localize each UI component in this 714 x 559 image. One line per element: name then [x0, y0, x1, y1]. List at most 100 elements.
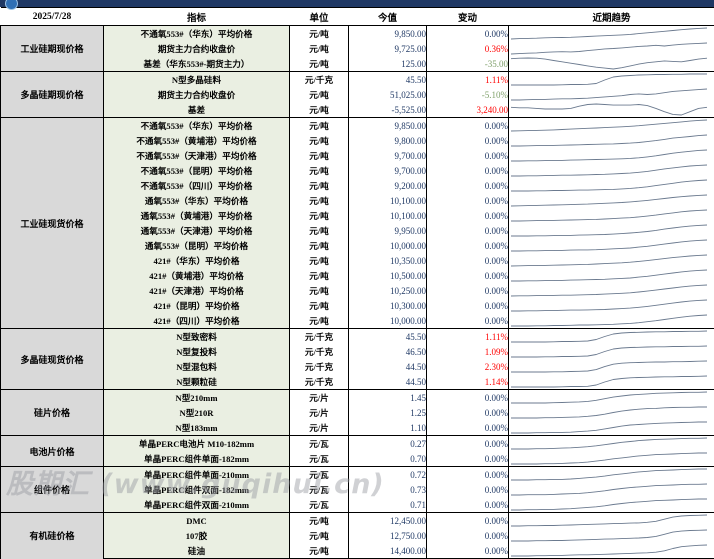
category-cell: 多晶硅现货价格 [1, 329, 104, 390]
header-indicator: 指标 [104, 8, 290, 26]
indicator-cell: N型210mm [104, 390, 290, 406]
table-body: 2025/7/28 指标 单位 今值 变动 近期趋势 工业硅期现价格不通氧553… [1, 8, 714, 559]
indicator-cell: 421#（昆明）平均价格 [104, 298, 290, 313]
value-cell: 9,700.00 [349, 148, 427, 163]
category-cell: 工业硅现货价格 [1, 118, 104, 329]
unit-cell: 元/吨 [290, 268, 349, 283]
change-cell: -5.10% [427, 87, 509, 102]
unit-cell: 元/瓦 [290, 451, 349, 467]
indicator-cell: 不通氧553#（华东）平均价格 [104, 26, 290, 42]
trend-sparkline [509, 390, 714, 406]
trend-sparkline [509, 148, 714, 163]
unit-cell: 元/片 [290, 390, 349, 406]
unit-cell: 元/瓦 [290, 497, 349, 513]
indicator-cell: 单晶PERC组件单面-210mm [104, 467, 290, 483]
trend-sparkline [509, 193, 714, 208]
unit-cell: 元/吨 [290, 223, 349, 238]
trend-sparkline [509, 208, 714, 223]
header-trend: 近期趋势 [509, 8, 714, 26]
value-cell: 0.72 [349, 467, 427, 483]
category-cell: 工业硅期现价格 [1, 26, 104, 72]
commodity-price-table: 2025/7/28 指标 单位 今值 变动 近期趋势 工业硅期现价格不通氧553… [0, 7, 714, 559]
indicator-cell: 期货主力合约收盘价 [104, 87, 290, 102]
unit-cell: 元/吨 [290, 283, 349, 298]
unit-cell: 元/吨 [290, 193, 349, 208]
change-cell: 0.00% [427, 405, 509, 420]
trend-sparkline [509, 268, 714, 283]
unit-cell: 元/吨 [290, 313, 349, 329]
indicator-cell: N型致密料 [104, 329, 290, 345]
indicator-cell: 不通氧553#（天津港）平均价格 [104, 148, 290, 163]
indicator-cell: N型颗粒硅 [104, 374, 290, 390]
change-cell: 0.00% [427, 451, 509, 467]
unit-cell: 元/千克 [290, 374, 349, 390]
value-cell: 45.50 [349, 72, 427, 88]
indicator-cell: N型210R [104, 405, 290, 420]
change-cell: 0.00% [427, 148, 509, 163]
table-header-row: 2025/7/28 指标 单位 今值 变动 近期趋势 [1, 8, 714, 26]
trend-sparkline [509, 467, 714, 483]
indicator-cell: 不通氧553#（华东）平均价格 [104, 118, 290, 134]
indicator-cell: 单晶PERC组件单面-182mm [104, 451, 290, 467]
change-cell: 0.00% [427, 420, 509, 436]
trend-sparkline [509, 313, 714, 329]
trend-sparkline [509, 56, 714, 72]
value-cell: 9,800.00 [349, 133, 427, 148]
unit-cell: 元/瓦 [290, 436, 349, 452]
trend-sparkline [509, 420, 714, 436]
unit-cell: 元/片 [290, 420, 349, 436]
trend-sparkline [509, 253, 714, 268]
value-cell: 9,850.00 [349, 118, 427, 134]
unit-cell: 元/瓦 [290, 482, 349, 497]
trend-sparkline [509, 298, 714, 313]
value-cell: 9,850.00 [349, 26, 427, 42]
change-cell: 0.00% [427, 133, 509, 148]
category-cell: 硅片价格 [1, 390, 104, 436]
unit-cell: 元/吨 [290, 528, 349, 543]
indicator-cell: N型183mm [104, 420, 290, 436]
indicator-cell: 不通氧553#（昆明）平均价格 [104, 163, 290, 178]
indicator-cell: 不通氧553#（黄埔港）平均价格 [104, 133, 290, 148]
indicator-cell: 不通氧553#（四川）平均价格 [104, 178, 290, 193]
change-cell: 0.00% [427, 208, 509, 223]
unit-cell: 元/吨 [290, 133, 349, 148]
unit-cell: 元/吨 [290, 298, 349, 313]
change-cell: 0.00% [427, 543, 509, 559]
value-cell: 1.25 [349, 405, 427, 420]
unit-cell: 元/吨 [290, 41, 349, 56]
change-cell: 0.00% [427, 298, 509, 313]
change-cell: 0.00% [427, 163, 509, 178]
change-cell: 0.00% [427, 223, 509, 238]
trend-sparkline [509, 133, 714, 148]
header-unit: 单位 [290, 8, 349, 26]
value-cell: -5,525.00 [349, 102, 427, 118]
unit-cell: 元/吨 [290, 238, 349, 253]
indicator-cell: 通氧553#（华东）平均价格 [104, 193, 290, 208]
change-cell: 0.00% [427, 268, 509, 283]
change-cell: 0.00% [427, 118, 509, 134]
value-cell: 10,100.00 [349, 193, 427, 208]
trend-sparkline [509, 178, 714, 193]
value-cell: 9,950.00 [349, 223, 427, 238]
indicator-cell: 通氧553#（天津港）平均价格 [104, 223, 290, 238]
change-cell: 1.11% [427, 72, 509, 88]
indicator-cell: 单晶PERC组件双面-210mm [104, 497, 290, 513]
change-cell: 0.00% [427, 26, 509, 42]
value-cell: 45.50 [349, 329, 427, 345]
change-cell: 0.36% [427, 41, 509, 56]
title-bar [0, 0, 714, 7]
unit-cell: 元/千克 [290, 344, 349, 359]
trend-sparkline [509, 405, 714, 420]
